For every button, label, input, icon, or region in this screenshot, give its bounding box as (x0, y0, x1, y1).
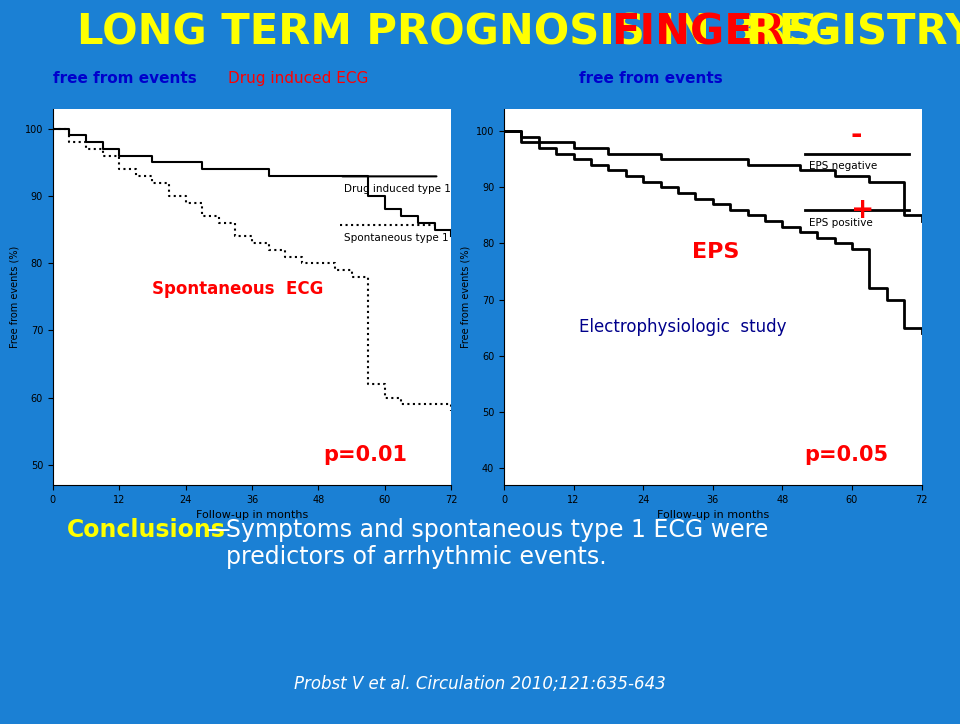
Y-axis label: Free from events (%): Free from events (%) (10, 245, 19, 348)
Text: Drug induced type 1: Drug induced type 1 (344, 184, 450, 194)
Text: Probst V et al. Circulation 2010;121:635-643: Probst V et al. Circulation 2010;121:635… (294, 675, 666, 693)
Text: +: + (851, 196, 874, 224)
Text: Conclusions: Conclusions (67, 518, 226, 542)
Text: LONG TERM PROGNOSIS IN BRS-: LONG TERM PROGNOSIS IN BRS- (77, 12, 835, 54)
X-axis label: Follow-up in months: Follow-up in months (657, 510, 769, 521)
Y-axis label: Free from events (%): Free from events (%) (461, 245, 470, 348)
Text: EPS negative: EPS negative (809, 161, 877, 172)
Text: Spontaneous type 1: Spontaneous type 1 (344, 233, 448, 243)
X-axis label: Follow-up in months: Follow-up in months (196, 510, 308, 521)
Text: FINGER: FINGER (612, 12, 785, 54)
Text: -: - (851, 121, 862, 149)
Text: free from events: free from events (53, 71, 197, 86)
Text: p=0.01: p=0.01 (324, 445, 408, 465)
Text: free from events: free from events (579, 71, 723, 86)
Text: EPS: EPS (692, 242, 739, 261)
Text: EPS positive: EPS positive (809, 218, 873, 228)
Text: Spontaneous  ECG: Spontaneous ECG (153, 280, 324, 298)
Text: Drug induced ECG: Drug induced ECG (228, 71, 369, 86)
Text: Electrophysiologic  study: Electrophysiologic study (579, 318, 786, 336)
Text: Symptoms and spontaneous type 1 ECG were
predictors of arrhythmic events.: Symptoms and spontaneous type 1 ECG were… (226, 518, 768, 570)
Text: —: — (206, 518, 230, 542)
Text: REGISTRY: REGISTRY (732, 12, 960, 54)
Text: p=0.05: p=0.05 (804, 445, 889, 465)
